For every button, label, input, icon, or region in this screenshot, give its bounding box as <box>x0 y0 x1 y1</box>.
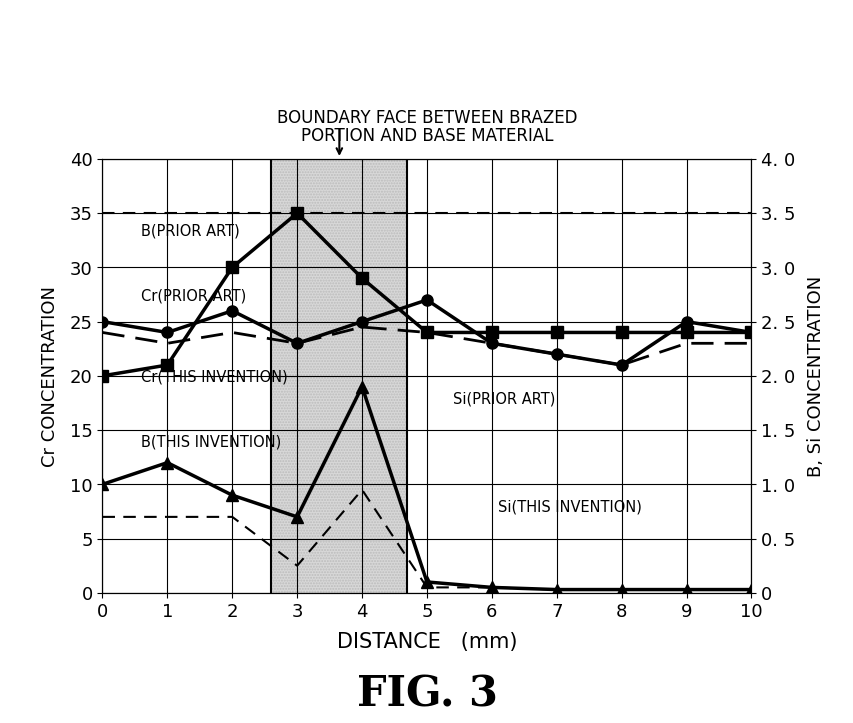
Text: Cr(PRIOR ART): Cr(PRIOR ART) <box>142 288 247 303</box>
Y-axis label: Cr CONCENTRATION: Cr CONCENTRATION <box>41 286 59 466</box>
Text: Cr(THIS INVENTION): Cr(THIS INVENTION) <box>142 369 287 385</box>
Text: Si(PRIOR ART): Si(PRIOR ART) <box>452 391 554 406</box>
Text: B(PRIOR ART): B(PRIOR ART) <box>142 223 240 238</box>
Bar <box>271 159 407 593</box>
X-axis label: DISTANCE   (mm): DISTANCE (mm) <box>336 632 517 651</box>
Text: PORTION AND BASE MATERIAL: PORTION AND BASE MATERIAL <box>300 127 553 145</box>
Text: BOUNDARY FACE BETWEEN BRAZED: BOUNDARY FACE BETWEEN BRAZED <box>276 108 577 127</box>
Text: Si(THIS INVENTION): Si(THIS INVENTION) <box>498 500 641 515</box>
Text: FIG. 3: FIG. 3 <box>357 673 496 715</box>
Text: B(THIS INVENTION): B(THIS INVENTION) <box>142 435 281 450</box>
Y-axis label: B, Si CONCENTRATION: B, Si CONCENTRATION <box>806 275 824 476</box>
